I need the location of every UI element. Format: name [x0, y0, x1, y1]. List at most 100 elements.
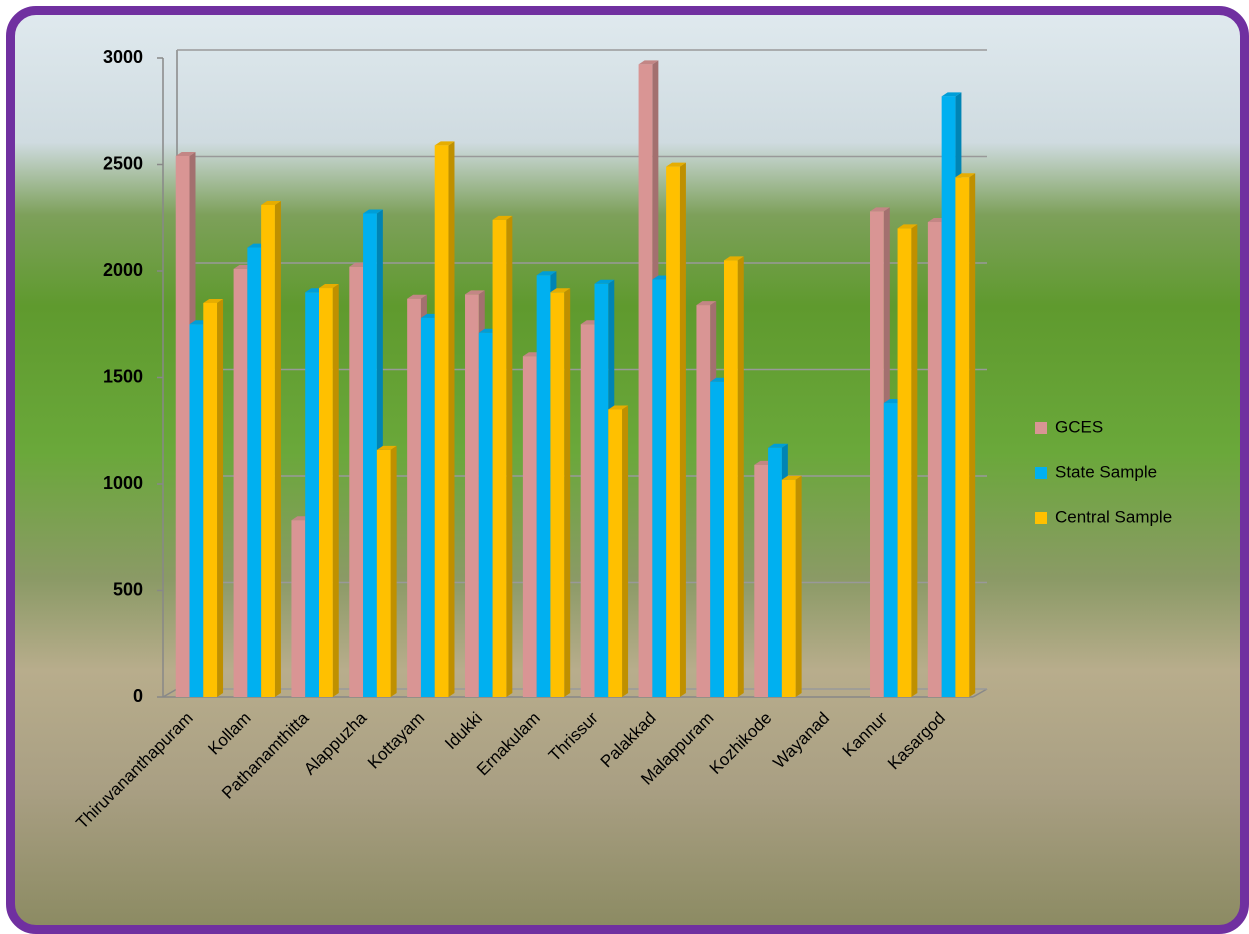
y-tick-label: 500 — [113, 579, 143, 599]
bar-top — [608, 405, 629, 410]
bar-front — [870, 211, 884, 698]
bar-side — [390, 445, 397, 697]
bar-top — [638, 60, 659, 65]
bar-top — [723, 256, 744, 261]
x-tick-label: Ernakulam — [473, 708, 544, 779]
bar-side — [506, 215, 513, 697]
bar-front — [710, 381, 724, 697]
bar-front — [478, 332, 493, 697]
x-tick-label: Idukki — [441, 708, 486, 753]
bar-front — [955, 177, 970, 697]
bar-side — [622, 405, 629, 697]
bar-front — [652, 279, 667, 697]
bar-top — [955, 173, 976, 178]
bar-top — [897, 224, 918, 229]
y-tick-label: 1500 — [103, 366, 143, 386]
bar-top — [550, 288, 571, 293]
bar-top — [175, 151, 196, 156]
bar-top — [434, 141, 455, 146]
bar-top — [594, 279, 615, 284]
bar-front — [638, 64, 653, 697]
bar-front — [696, 305, 711, 697]
bar — [318, 284, 339, 697]
bar-side — [332, 284, 339, 697]
bar-front — [608, 409, 623, 697]
bar-side — [274, 200, 281, 697]
bar-front — [318, 288, 333, 697]
bar — [666, 162, 686, 697]
bar-side — [217, 298, 224, 697]
bar-front — [261, 204, 275, 697]
bar-top — [261, 200, 281, 205]
bar-front — [291, 520, 306, 697]
x-tick-label: Kottayam — [364, 708, 428, 772]
legend-swatch — [1035, 422, 1047, 434]
bar-front — [175, 155, 190, 698]
bar-front — [465, 294, 479, 697]
x-tick-label: Kannur — [839, 708, 891, 760]
bar-side — [737, 256, 744, 697]
bar-top — [376, 445, 397, 450]
bar-front — [594, 283, 609, 697]
y-tick-label: 3000 — [103, 47, 143, 67]
bar — [492, 215, 513, 697]
bar-top — [363, 209, 383, 214]
bar — [261, 200, 281, 697]
bar-top — [536, 271, 557, 276]
bar — [434, 141, 455, 697]
axis-line — [162, 688, 178, 698]
x-tick-label: Thrissur — [545, 708, 602, 765]
bar-front — [247, 247, 262, 697]
bar-side — [564, 288, 571, 697]
bar — [781, 475, 802, 697]
bar — [203, 298, 224, 697]
bar-front — [781, 479, 796, 697]
legend-label: GCES — [1055, 417, 1103, 436]
x-tick-label: Alappuzha — [300, 708, 371, 779]
legend-label: Central Sample — [1055, 507, 1172, 526]
bar-top — [941, 92, 962, 97]
legend-swatch — [1035, 467, 1047, 479]
bar-front — [723, 260, 738, 697]
bar-top — [203, 298, 224, 303]
bar-side — [969, 173, 976, 697]
bar — [550, 288, 571, 697]
bar-front — [883, 403, 898, 697]
bar-front — [420, 317, 435, 697]
bar — [955, 173, 976, 697]
bar-front — [492, 219, 507, 697]
bar-top — [318, 284, 339, 289]
bar-top — [465, 290, 485, 295]
bar-side — [795, 475, 802, 697]
axis-line — [972, 688, 988, 698]
bar-front — [189, 324, 204, 697]
bar-front — [754, 464, 769, 697]
bar-front — [434, 145, 449, 697]
bar-front — [927, 222, 942, 697]
bar-top — [666, 162, 686, 167]
bar-front — [666, 166, 680, 697]
bar-front — [376, 449, 391, 697]
y-tick-label: 2500 — [103, 153, 143, 173]
bar-front — [550, 292, 565, 697]
bar-front — [768, 447, 782, 697]
x-tick-label: Wayanad — [769, 708, 833, 772]
bar-top — [781, 475, 802, 480]
bar-top — [870, 207, 890, 212]
bar-front — [363, 213, 377, 698]
bar-side — [448, 141, 455, 697]
y-tick-label: 1000 — [103, 473, 143, 493]
bar-top — [407, 294, 427, 299]
bar-front — [897, 228, 912, 697]
bar — [897, 224, 918, 697]
bar-front — [349, 266, 364, 697]
bar-front — [407, 298, 421, 697]
x-tick-label: Kollam — [204, 708, 254, 758]
bar-front — [203, 302, 218, 697]
bar-side — [679, 162, 686, 697]
bar-front — [580, 324, 595, 697]
bar-top — [768, 443, 788, 448]
x-tick-label: Thiruvananthapuram — [72, 708, 196, 832]
y-tick-label: 0 — [133, 686, 143, 706]
